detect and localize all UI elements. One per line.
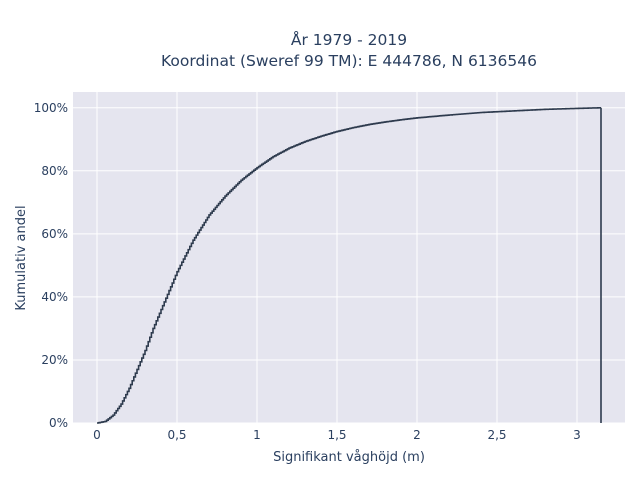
y-tick-label: 0%	[49, 416, 68, 430]
chart-title: År 1979 - 2019	[291, 30, 407, 49]
x-tick-label: 1	[253, 428, 261, 442]
x-tick-label: 0,5	[167, 428, 186, 442]
y-tick-label: 100%	[34, 101, 68, 115]
chart-subtitle: Koordinat (Sweref 99 TM): E 444786, N 61…	[161, 52, 537, 70]
y-tick-label: 60%	[41, 227, 68, 241]
series-layer	[97, 107, 602, 424]
grid	[73, 92, 625, 424]
x-tick-label: 0	[93, 428, 101, 442]
plot-area	[73, 92, 625, 423]
x-tick-label: 1,5	[327, 428, 346, 442]
y-tick-label: 40%	[41, 290, 68, 304]
x-tick-label: 3	[573, 428, 581, 442]
x-tick-label: 2	[413, 428, 421, 442]
x-axis-title: Signifikant våghöjd (m)	[273, 450, 425, 465]
y-tick-label: 80%	[41, 164, 68, 178]
y-axis: 0% 20% 40% 60% 80% 100%	[34, 101, 68, 430]
cumulative-line	[97, 107, 602, 424]
y-tick-label: 20%	[41, 353, 68, 367]
y-axis-title: Kumulativ andel	[14, 205, 29, 310]
x-axis: 0 0,5 1 1,5 2 2,5 3	[93, 428, 581, 442]
x-tick-label: 2,5	[487, 428, 506, 442]
